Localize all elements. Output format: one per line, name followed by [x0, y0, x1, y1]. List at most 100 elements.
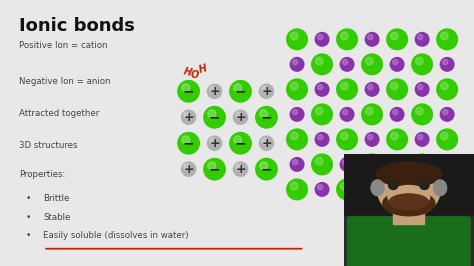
- Circle shape: [286, 28, 308, 50]
- Text: +: +: [235, 111, 246, 124]
- Circle shape: [367, 85, 373, 90]
- Circle shape: [415, 82, 429, 97]
- Circle shape: [292, 160, 298, 165]
- Circle shape: [443, 110, 448, 115]
- Circle shape: [203, 106, 226, 129]
- Circle shape: [439, 157, 455, 172]
- Ellipse shape: [383, 191, 435, 216]
- Circle shape: [208, 110, 216, 118]
- Circle shape: [336, 78, 358, 100]
- Text: +: +: [209, 137, 220, 150]
- Circle shape: [207, 135, 222, 151]
- Text: −: −: [235, 136, 246, 150]
- Text: −: −: [183, 84, 194, 98]
- Circle shape: [286, 128, 308, 150]
- Circle shape: [260, 162, 268, 170]
- Circle shape: [318, 35, 323, 40]
- Circle shape: [290, 57, 304, 72]
- Circle shape: [184, 164, 189, 169]
- Text: •: •: [26, 231, 31, 240]
- Text: +: +: [183, 163, 194, 176]
- Circle shape: [318, 185, 323, 190]
- Circle shape: [340, 132, 348, 140]
- Circle shape: [291, 132, 298, 140]
- Text: O: O: [191, 70, 199, 80]
- Circle shape: [316, 157, 323, 165]
- Circle shape: [177, 80, 200, 103]
- Circle shape: [391, 182, 398, 190]
- Circle shape: [292, 60, 298, 65]
- FancyBboxPatch shape: [393, 210, 424, 223]
- Circle shape: [260, 110, 268, 118]
- Circle shape: [340, 182, 348, 190]
- Text: −: −: [209, 162, 220, 176]
- Text: −: −: [261, 110, 272, 124]
- Circle shape: [439, 57, 455, 72]
- Circle shape: [418, 135, 423, 140]
- Circle shape: [361, 103, 383, 125]
- Circle shape: [339, 57, 355, 72]
- Circle shape: [343, 160, 348, 165]
- Circle shape: [315, 32, 329, 47]
- Ellipse shape: [388, 186, 429, 208]
- Circle shape: [391, 132, 398, 140]
- Circle shape: [436, 128, 458, 150]
- Circle shape: [416, 107, 423, 115]
- Circle shape: [365, 182, 380, 197]
- Circle shape: [386, 78, 408, 100]
- Text: 3D structures: 3D structures: [19, 141, 78, 150]
- Circle shape: [236, 112, 241, 118]
- Circle shape: [415, 32, 429, 47]
- Text: Properties:: Properties:: [19, 170, 65, 179]
- Circle shape: [207, 84, 222, 99]
- Circle shape: [259, 84, 274, 99]
- Circle shape: [361, 53, 383, 75]
- Circle shape: [315, 82, 329, 97]
- Circle shape: [415, 132, 429, 147]
- Circle shape: [208, 162, 216, 170]
- Circle shape: [210, 86, 215, 92]
- Circle shape: [386, 128, 408, 150]
- Circle shape: [440, 132, 448, 140]
- Text: −: −: [261, 162, 272, 176]
- Circle shape: [440, 182, 448, 190]
- Circle shape: [436, 28, 458, 50]
- Circle shape: [443, 160, 448, 165]
- Text: Positive Ion = cation: Positive Ion = cation: [19, 41, 108, 50]
- Text: −: −: [235, 84, 246, 98]
- Circle shape: [234, 84, 242, 92]
- Circle shape: [311, 153, 333, 175]
- Circle shape: [367, 35, 373, 40]
- Circle shape: [411, 103, 433, 125]
- Circle shape: [233, 161, 248, 177]
- Circle shape: [392, 110, 398, 115]
- Circle shape: [234, 136, 242, 144]
- Circle shape: [339, 107, 355, 122]
- Circle shape: [318, 135, 323, 140]
- Circle shape: [336, 28, 358, 50]
- Text: •: •: [26, 194, 31, 203]
- Text: +: +: [209, 85, 220, 98]
- Circle shape: [255, 106, 278, 129]
- Circle shape: [291, 82, 298, 90]
- Circle shape: [233, 110, 248, 125]
- Circle shape: [311, 103, 333, 125]
- Text: •: •: [26, 213, 31, 222]
- Circle shape: [184, 112, 189, 118]
- Text: +: +: [183, 111, 194, 124]
- Circle shape: [367, 185, 373, 190]
- Circle shape: [340, 32, 348, 40]
- Circle shape: [367, 135, 373, 140]
- Circle shape: [177, 132, 200, 155]
- Circle shape: [389, 182, 398, 189]
- Text: Attracted together: Attracted together: [19, 109, 99, 118]
- Text: H: H: [198, 63, 208, 75]
- Text: +: +: [261, 85, 272, 98]
- Circle shape: [391, 82, 398, 90]
- Text: −: −: [209, 110, 220, 124]
- Circle shape: [418, 85, 423, 90]
- Circle shape: [316, 57, 323, 65]
- Text: Easily soluble (dissolves in water): Easily soluble (dissolves in water): [43, 231, 189, 240]
- Text: Brittle: Brittle: [43, 194, 70, 203]
- Ellipse shape: [389, 194, 428, 210]
